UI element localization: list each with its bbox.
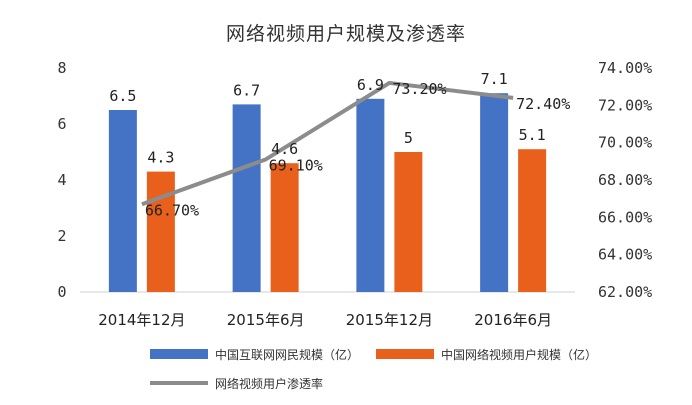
penetration-line <box>141 80 514 207</box>
legend-swatch-internet-users <box>150 349 208 359</box>
y-left-tick-label: 4 <box>57 171 66 189</box>
y-left-tick-label: 8 <box>57 59 66 77</box>
y-right-tick-label: 68.00% <box>598 171 652 189</box>
x-tick-label: 2015年6月 <box>227 311 305 329</box>
y-left-tick-label: 6 <box>57 115 66 133</box>
chart-title: 网络视频用户规模及渗透率 <box>226 23 466 45</box>
legend-label-penetration: 网络视频用户渗透率 <box>215 376 323 391</box>
bar-data-label: 6.9 <box>357 76 384 94</box>
x-tick-label: 2014年12月 <box>98 311 185 329</box>
y-right-tick-label: 66.00% <box>598 208 652 226</box>
bar-data-label: 6.5 <box>109 87 136 105</box>
line-data-label: 73.20% <box>392 80 446 98</box>
legend: 中国互联网网民规模（亿） 中国网络视频用户规模（亿） 网络视频用户渗透率 <box>150 347 597 391</box>
bar-series-1 <box>232 104 261 293</box>
x-tick-label: 2016年6月 <box>474 311 552 329</box>
data-labels: 6.5 6.7 6.9 7.1 4.3 4.6 5 5.1 66.70% 69.10% 73.20%… <box>109 70 570 219</box>
bar-data-label: 7.1 <box>481 70 508 88</box>
x-tick-label: 2015年12月 <box>346 311 433 329</box>
bar-series-2 <box>394 152 423 292</box>
bar-data-label: 5 <box>404 129 413 147</box>
legend-swatch-video-users <box>376 349 434 359</box>
axes: 0 2 4 6 8 62.00% 64.00% 66.00% 68.00% 70.00% 72.00… <box>57 59 652 329</box>
y-right-tick-label: 62.00% <box>598 283 652 301</box>
bar-series-2 <box>270 163 299 292</box>
line-data-label: 72.40% <box>516 95 570 113</box>
bar-data-label: 4.6 <box>271 140 298 158</box>
bars <box>108 93 547 293</box>
bar-data-label: 4.3 <box>147 149 174 167</box>
legend-label-video-users: 中国网络视频用户规模（亿） <box>441 347 597 362</box>
bar-data-label: 6.7 <box>233 81 260 99</box>
y-right-tick-label: 72.00% <box>598 96 652 114</box>
legend-label-internet-users: 中国互联网网民规模（亿） <box>215 347 359 362</box>
y-right-tick-label: 64.00% <box>598 246 652 264</box>
bar-series-1 <box>108 110 137 292</box>
bar-series-1 <box>356 98 385 292</box>
y-left-tick-label: 0 <box>57 283 66 301</box>
line-data-label: 66.70% <box>145 201 199 219</box>
penetration-line-path <box>141 80 514 207</box>
y-right-tick-label: 70.00% <box>598 134 652 152</box>
bar-series-1 <box>480 93 509 292</box>
bar-series-2 <box>518 149 547 292</box>
bar-series-2 <box>146 171 175 292</box>
bar-data-label: 5.1 <box>519 126 546 144</box>
y-left-tick-label: 2 <box>57 227 66 245</box>
line-data-label: 69.10% <box>269 156 323 174</box>
y-right-tick-label: 74.00% <box>598 59 652 77</box>
